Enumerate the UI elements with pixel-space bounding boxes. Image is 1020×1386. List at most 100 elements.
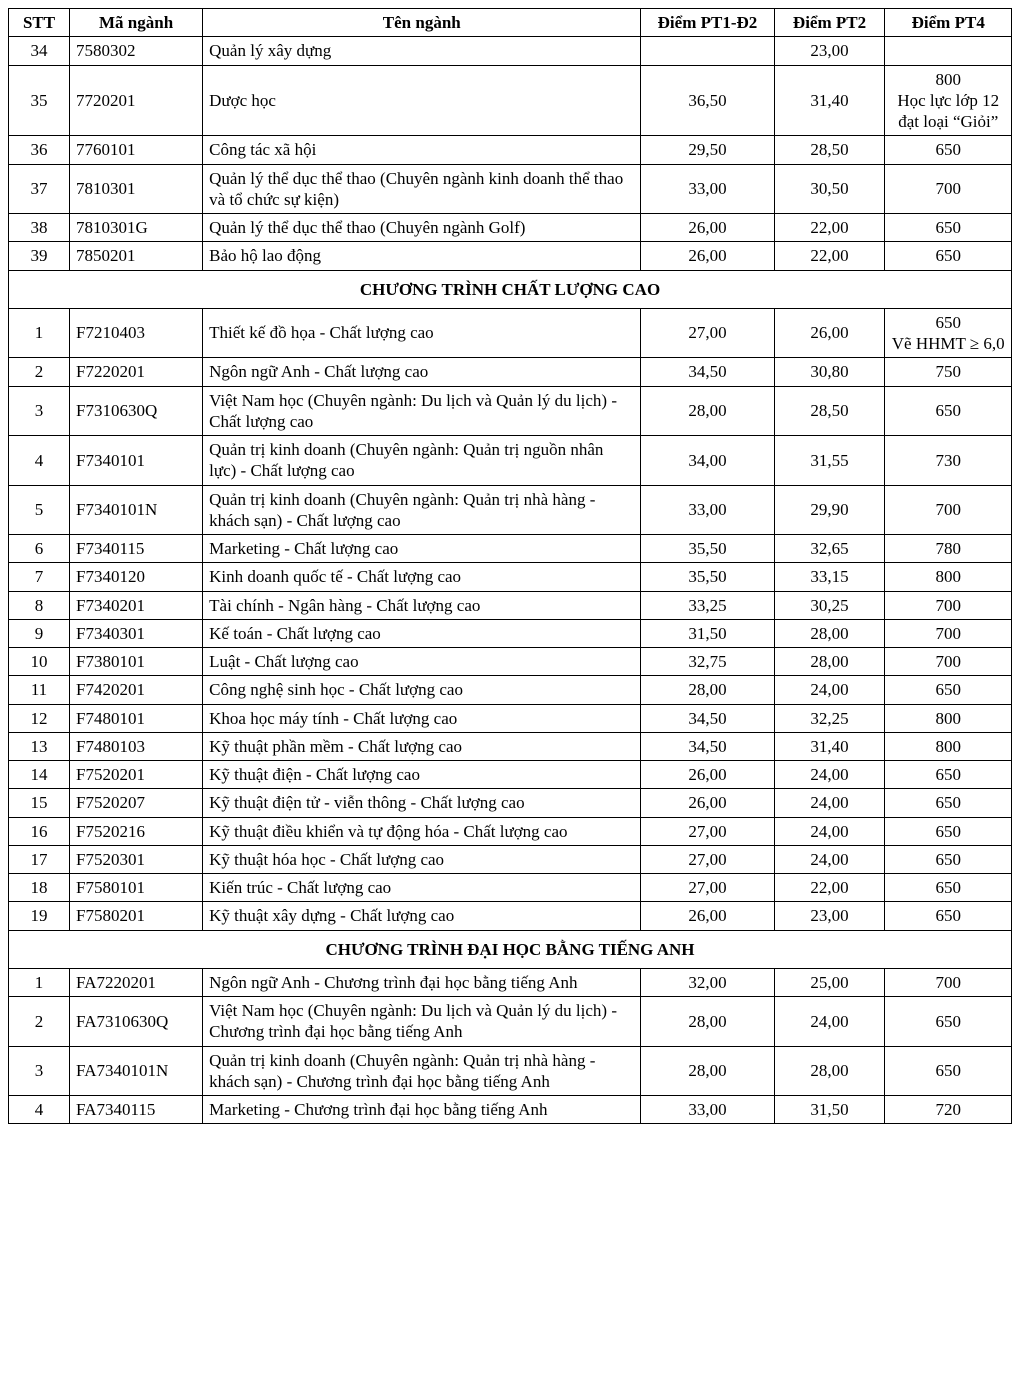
cell-pt2: 29,90 xyxy=(774,485,885,535)
cell-ten: Công nghệ sinh học - Chất lượng cao xyxy=(203,676,641,704)
table-row: 4F7340101Quản trị kinh doanh (Chuyên ngà… xyxy=(9,436,1012,486)
cell-ma: F7340301 xyxy=(70,619,203,647)
cell-pt4: 650 xyxy=(885,789,1012,817)
cell-pt4: 650 xyxy=(885,997,1012,1047)
cell-pt2: 24,00 xyxy=(774,997,885,1047)
cell-stt: 18 xyxy=(9,874,70,902)
table-row: 3FA7340101NQuản trị kinh doanh (Chuyên n… xyxy=(9,1046,1012,1096)
table-row: 19F7580201Kỹ thuật xây dựng - Chất lượng… xyxy=(9,902,1012,930)
cell-pt2: 23,00 xyxy=(774,37,885,65)
cell-ma: F7580101 xyxy=(70,874,203,902)
col-pt1: Điểm PT1-Đ2 xyxy=(641,9,774,37)
cell-ma: F7520201 xyxy=(70,761,203,789)
cell-pt1: 33,25 xyxy=(641,591,774,619)
cell-pt4: 700 xyxy=(885,164,1012,214)
cell-stt: 10 xyxy=(9,648,70,676)
table-header-row: STT Mã ngành Tên ngành Điểm PT1-Đ2 Điểm … xyxy=(9,9,1012,37)
cell-ten: Kế toán - Chất lượng cao xyxy=(203,619,641,647)
cell-pt2: 28,00 xyxy=(774,1046,885,1096)
cell-pt2: 26,00 xyxy=(774,308,885,358)
cell-pt1: 27,00 xyxy=(641,308,774,358)
cell-ten: Luật - Chất lượng cao xyxy=(203,648,641,676)
cell-pt4: 650 xyxy=(885,136,1012,164)
cell-pt1: 34,50 xyxy=(641,358,774,386)
cell-pt1: 35,50 xyxy=(641,535,774,563)
table-row: 8F7340201Tài chính - Ngân hàng - Chất lư… xyxy=(9,591,1012,619)
cell-pt4: 730 xyxy=(885,436,1012,486)
table-row: 357720201Dược học36,5031,40800Học lực lớ… xyxy=(9,65,1012,136)
cell-pt1: 31,50 xyxy=(641,619,774,647)
cell-pt4: 650 xyxy=(885,242,1012,270)
cell-pt1: 29,50 xyxy=(641,136,774,164)
cell-ma: F7340120 xyxy=(70,563,203,591)
section-row: CHƯƠNG TRÌNH CHẤT LƯỢNG CAO xyxy=(9,270,1012,308)
table-row: 9F7340301Kế toán - Chất lượng cao31,5028… xyxy=(9,619,1012,647)
cell-ma: F7480101 xyxy=(70,704,203,732)
cell-ten: Kỹ thuật điều khiển và tự động hóa - Chấ… xyxy=(203,817,641,845)
cell-pt1: 34,50 xyxy=(641,704,774,732)
cell-ten: Việt Nam học (Chuyên ngành: Du lịch và Q… xyxy=(203,997,641,1047)
cell-pt1: 27,00 xyxy=(641,874,774,902)
cell-pt4: 650Vẽ HHMT ≥ 6,0 xyxy=(885,308,1012,358)
cell-pt2: 31,50 xyxy=(774,1096,885,1124)
cell-stt: 17 xyxy=(9,845,70,873)
table-row: 13F7480103Kỹ thuật phần mềm - Chất lượng… xyxy=(9,732,1012,760)
cell-pt2: 24,00 xyxy=(774,845,885,873)
section-heading: CHƯƠNG TRÌNH ĐẠI HỌC BẰNG TIẾNG ANH xyxy=(9,930,1012,968)
cell-pt1: 26,00 xyxy=(641,761,774,789)
cell-ma: F7210403 xyxy=(70,308,203,358)
table-row: 1F7210403Thiết kế đồ họa - Chất lượng ca… xyxy=(9,308,1012,358)
cell-ten: Tài chính - Ngân hàng - Chất lượng cao xyxy=(203,591,641,619)
cell-pt4: 650 xyxy=(885,676,1012,704)
cell-stt: 15 xyxy=(9,789,70,817)
cell-ma: 7810301G xyxy=(70,214,203,242)
cell-ten: Công tác xã hội xyxy=(203,136,641,164)
cell-ten: Quản lý thể dục thể thao (Chuyên ngành k… xyxy=(203,164,641,214)
cell-ma: F7420201 xyxy=(70,676,203,704)
cell-pt1: 33,00 xyxy=(641,164,774,214)
cell-ten: Bảo hộ lao động xyxy=(203,242,641,270)
table-row: 2F7220201Ngôn ngữ Anh - Chất lượng cao34… xyxy=(9,358,1012,386)
cell-ma: F7520301 xyxy=(70,845,203,873)
cell-pt4: 720 xyxy=(885,1096,1012,1124)
cell-pt1: 26,00 xyxy=(641,242,774,270)
cell-ma: FA7340101N xyxy=(70,1046,203,1096)
cell-ten: Ngôn ngữ Anh - Chất lượng cao xyxy=(203,358,641,386)
cell-pt2: 24,00 xyxy=(774,817,885,845)
cell-ma: F7380101 xyxy=(70,648,203,676)
cell-pt4: 700 xyxy=(885,968,1012,996)
cell-stt: 4 xyxy=(9,436,70,486)
cell-ten: Marketing - Chương trình đại học bằng ti… xyxy=(203,1096,641,1124)
cell-ten: Marketing - Chất lượng cao xyxy=(203,535,641,563)
table-row: 15F7520207Kỹ thuật điện tử - viễn thông … xyxy=(9,789,1012,817)
cell-ten: Kỹ thuật điện tử - viễn thông - Chất lượ… xyxy=(203,789,641,817)
col-pt4: Điểm PT4 xyxy=(885,9,1012,37)
cell-ten: Kỹ thuật phần mềm - Chất lượng cao xyxy=(203,732,641,760)
cell-stt: 8 xyxy=(9,591,70,619)
cell-ma: F7340115 xyxy=(70,535,203,563)
cell-ma: 7720201 xyxy=(70,65,203,136)
cell-pt4: 700 xyxy=(885,619,1012,647)
cell-ma: F7340101N xyxy=(70,485,203,535)
cell-stt: 36 xyxy=(9,136,70,164)
cell-pt4: 700 xyxy=(885,648,1012,676)
cell-stt: 37 xyxy=(9,164,70,214)
cell-stt: 5 xyxy=(9,485,70,535)
cell-pt2: 22,00 xyxy=(774,874,885,902)
table-row: 7F7340120Kinh doanh quốc tế - Chất lượng… xyxy=(9,563,1012,591)
cell-pt2: 30,80 xyxy=(774,358,885,386)
cell-pt1: 36,50 xyxy=(641,65,774,136)
table-row: 397850201Bảo hộ lao động26,0022,00650 xyxy=(9,242,1012,270)
admissions-table: STT Mã ngành Tên ngành Điểm PT1-Đ2 Điểm … xyxy=(8,8,1012,1124)
cell-pt4: 650 xyxy=(885,817,1012,845)
cell-pt4: 800 xyxy=(885,704,1012,732)
cell-ten: Kỹ thuật xây dựng - Chất lượng cao xyxy=(203,902,641,930)
cell-stt: 2 xyxy=(9,358,70,386)
cell-pt2: 31,40 xyxy=(774,732,885,760)
cell-stt: 4 xyxy=(9,1096,70,1124)
cell-pt2: 24,00 xyxy=(774,789,885,817)
cell-stt: 12 xyxy=(9,704,70,732)
cell-pt4: 650 xyxy=(885,1046,1012,1096)
cell-ma: F7310630Q xyxy=(70,386,203,436)
cell-pt1: 32,75 xyxy=(641,648,774,676)
